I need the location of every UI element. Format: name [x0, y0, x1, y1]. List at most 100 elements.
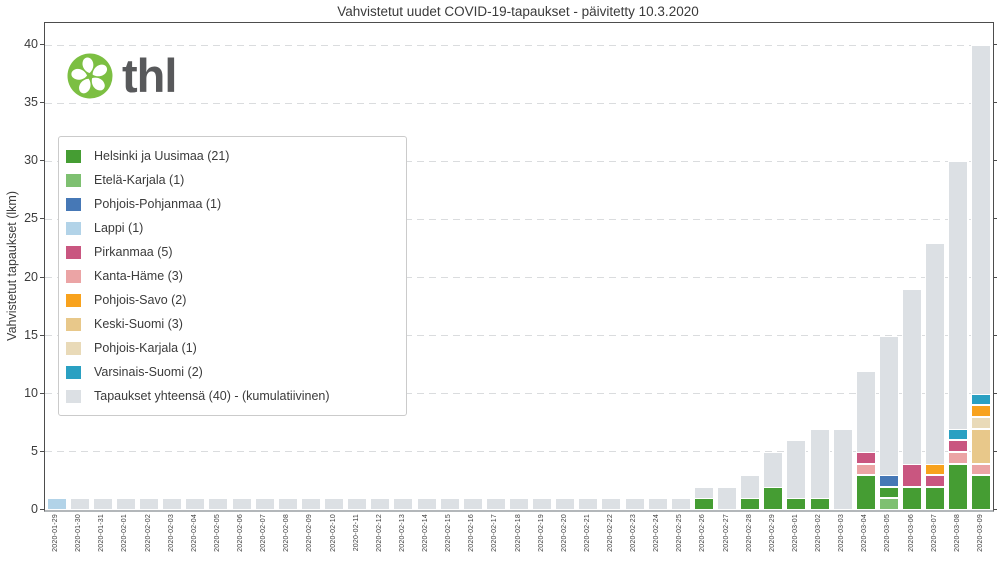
x-tick-label-2020-03-07: 2020-03-07 [930, 514, 938, 552]
legend-label-pohjois_karjala: Pohjois-Karjala (1) [94, 341, 197, 355]
bar-cumulative-2020-02-16 [462, 498, 483, 510]
gridline-40 [45, 44, 993, 46]
legend-item-pirkanmaa: Pirkanmaa (5) [59, 240, 406, 264]
legend-label-varsinais_suomi: Varsinais-Suomi (2) [94, 365, 203, 379]
x-tick-label-2020-03-09: 2020-03-09 [976, 514, 984, 552]
right-tick-mark-30 [993, 160, 997, 162]
legend-label-etela_karjala: Etelä-Karjala (1) [94, 173, 185, 187]
left-tick-mark-30 [40, 160, 44, 162]
y-tick-label-30: 30 [24, 153, 38, 168]
bar-cumulative-2020-02-25 [670, 498, 691, 510]
bar-2020-02-06 [231, 23, 252, 510]
bar-2020-03-01 [786, 23, 807, 510]
bar-2020-02-21 [578, 23, 599, 510]
flower-petal [92, 64, 108, 77]
legend-swatch-helsinki [66, 149, 81, 163]
bar-2020-02-17 [485, 23, 506, 510]
legend-label-pohjois_pohjanmaa: Pohjois-Pohjanmaa (1) [94, 197, 222, 211]
legend-swatch-pohjois_pohjanmaa [66, 197, 81, 211]
x-tick-label-2020-02-24: 2020-02-24 [653, 514, 661, 552]
x-tick-label-2020-02-29: 2020-02-29 [768, 514, 776, 552]
y-tick-label-15: 15 [24, 327, 38, 342]
legend-swatch-kanta_hame [66, 269, 81, 283]
bar-2020-02-04 [185, 23, 206, 510]
bar-2020-03-05 [878, 23, 899, 510]
bar-cumulative-2020-02-19 [532, 498, 553, 510]
bar-segment-helsinki-2020-03-01 [786, 498, 807, 510]
legend-item-pohjois_karjala: Pohjois-Karjala (1) [59, 336, 406, 360]
bar-cumulative-2020-02-06 [231, 498, 252, 510]
x-tick-label-2020-02-08: 2020-02-08 [283, 514, 291, 552]
x-tick-label-2020-02-12: 2020-02-12 [375, 514, 383, 552]
x-tick-label-2020-02-18: 2020-02-18 [514, 514, 522, 552]
bar-2020-02-01 [115, 23, 136, 510]
gridline-5 [45, 451, 993, 453]
y-tick-label-40: 40 [24, 37, 38, 51]
x-tick-label-2020-01-30: 2020-01-30 [75, 514, 83, 552]
x-tick-label-2020-02-17: 2020-02-17 [491, 514, 499, 552]
bar-segment-helsinki-2020-03-04 [855, 475, 876, 510]
bar-segment-helsinki-2020-03-07 [925, 486, 946, 510]
flower-petal [82, 57, 94, 74]
x-tick-label-2020-02-21: 2020-02-21 [583, 514, 591, 552]
right-tick-mark-40 [993, 44, 997, 45]
legend-item-total: Tapaukset yhteensä (40) - (kumulatiivine… [59, 384, 406, 408]
bar-segment-pohjois_savo-2020-03-07 [925, 463, 946, 476]
bar-cumulative-2020-02-22 [601, 498, 622, 510]
y-tick-label-0: 0 [31, 502, 38, 516]
x-tick-label-2020-02-28: 2020-02-28 [745, 514, 753, 552]
legend-item-pohjois_pohjanmaa: Pohjois-Pohjanmaa (1) [59, 192, 406, 216]
legend-item-helsinki: Helsinki ja Uusimaa (21) [59, 144, 406, 168]
bar-cumulative-2020-02-04 [185, 498, 206, 510]
left-tick-mark-20 [40, 276, 44, 278]
bar-segment-pirkanmaa-2020-03-06 [902, 463, 923, 487]
right-tick-mark-10 [993, 392, 997, 394]
bar-cumulative-2020-02-18 [509, 498, 529, 510]
thl-logo-text: thl [122, 49, 177, 102]
bar-2020-02-26 [693, 23, 714, 510]
x-tick-label-2020-03-08: 2020-03-08 [953, 514, 961, 552]
flower-petal [91, 77, 105, 91]
legend-item-kanta_hame: Kanta-Häme (3) [59, 264, 406, 288]
x-tick-label-2020-02-23: 2020-02-23 [630, 514, 638, 552]
legend-swatch-lappi [66, 221, 81, 235]
bar-2020-02-18 [509, 23, 529, 510]
bar-2020-03-09 [971, 23, 992, 510]
bar-segment-helsinki-2020-03-02 [809, 498, 830, 510]
legend-item-keski_suomi: Keski-Suomi (3) [59, 312, 406, 336]
bar-segment-pohjois_pohjanmaa-2020-03-05 [878, 475, 899, 487]
bar-2020-01-30 [69, 23, 90, 510]
x-tick-label-2020-02-20: 2020-02-20 [560, 514, 568, 552]
bar-2020-02-12 [370, 23, 391, 510]
legend-label-pirkanmaa: Pirkanmaa (5) [94, 245, 173, 259]
bar-cumulative-2020-02-24 [647, 498, 668, 510]
flower-petal [79, 78, 91, 94]
bar-cumulative-2020-02-09 [300, 498, 321, 510]
bar-2020-02-29 [763, 23, 784, 510]
legend: Helsinki ja Uusimaa (21) Etelä-Karjala (1… [58, 136, 407, 416]
gridline-25 [45, 218, 993, 220]
bar-segment-varsinais_suomi-2020-03-09 [971, 393, 992, 406]
x-tick-label-2020-02-06: 2020-02-06 [237, 514, 245, 552]
x-tick-label-2020-02-14: 2020-02-14 [422, 514, 429, 552]
bar-2020-02-20 [555, 23, 576, 510]
plot-area: thl Helsinki ja Uusimaa (21) Etelä-Karjal… [44, 22, 994, 512]
legend-swatch-pohjois_karjala [66, 341, 81, 355]
bar-2020-02-14 [416, 23, 437, 510]
gridline-35 [45, 102, 993, 104]
bar-cumulative-2020-02-17 [485, 498, 506, 510]
bar-2020-02-10 [324, 23, 345, 510]
bar-2020-03-08 [948, 23, 969, 510]
bar-segment-kanta_hame-2020-03-09 [971, 463, 992, 476]
bar-2020-02-11 [347, 23, 368, 510]
x-tick-label-2020-02-19: 2020-02-19 [537, 514, 545, 552]
left-tick-mark-15 [40, 334, 44, 336]
bar-segment-kanta_hame-2020-03-08 [948, 451, 969, 464]
x-tick-label-2020-03-02: 2020-03-02 [815, 514, 823, 552]
gridline-30 [45, 160, 993, 162]
left-tick-mark-25 [40, 218, 44, 220]
legend-label-total: Tapaukset yhteensä (40) - (kumulatiivine… [94, 389, 330, 403]
y-tick-label-35: 35 [24, 95, 38, 110]
bar-segment-pohjois_savo-2020-03-09 [971, 405, 992, 417]
